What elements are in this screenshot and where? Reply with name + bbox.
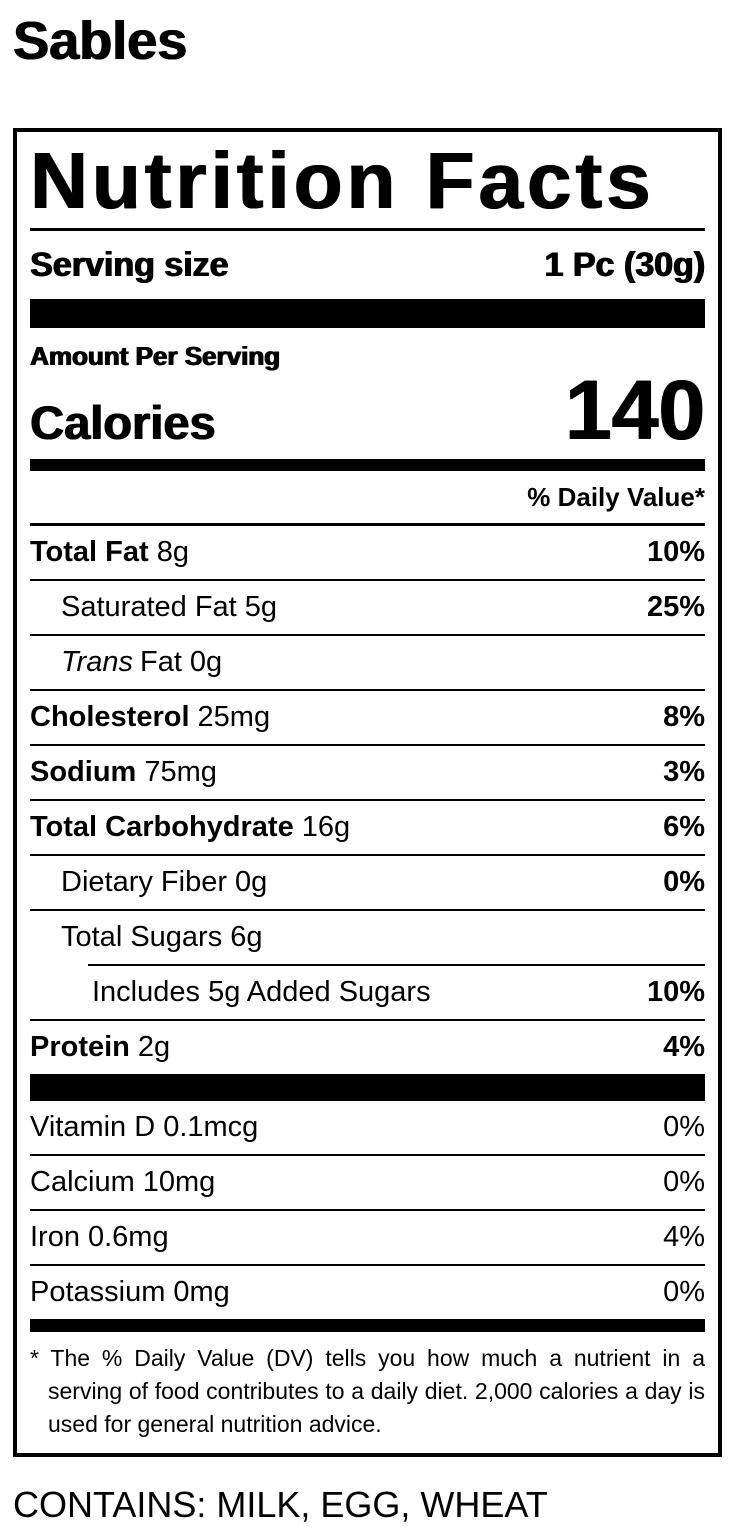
nutrient-daily-value: 0% bbox=[663, 1276, 705, 1308]
serving-size-value: 1 Pc (30g) bbox=[544, 246, 705, 284]
nutrient-name: Total Sugars bbox=[61, 921, 223, 953]
nutrient-daily-value: 6% bbox=[663, 811, 705, 843]
daily-value-footnote: * The % Daily Value (DV) tells you how m… bbox=[30, 1345, 705, 1437]
separator-bar-medium bbox=[30, 1319, 705, 1332]
nutrient-daily-value: 0% bbox=[663, 1111, 705, 1143]
calories-row: Calories 140 bbox=[30, 363, 705, 457]
separator-bar-medium bbox=[30, 459, 705, 471]
nutrient-daily-value: 0% bbox=[663, 866, 705, 898]
nutrient-name: Protein bbox=[30, 1031, 130, 1063]
nutrient-amount: 6g bbox=[230, 921, 263, 953]
nutrient-name: Fat bbox=[139, 646, 182, 678]
nutrient-daily-value: 4% bbox=[663, 1221, 705, 1253]
nutrient-amount: 5g bbox=[244, 591, 277, 623]
nutrient-name: Total Carbohydrate bbox=[30, 811, 294, 843]
nutrient-daily-value: 25% bbox=[646, 591, 705, 623]
nutrient-name: Vitamin D bbox=[30, 1111, 156, 1143]
nutrient-daily-value: 8% bbox=[663, 701, 705, 733]
nutrient-row-trans-fat: Trans Fat 0g bbox=[30, 634, 705, 689]
daily-value-header: % Daily Value* bbox=[30, 471, 705, 526]
nutrient-name: Sodium bbox=[30, 756, 137, 788]
calories-label: Calories bbox=[30, 396, 216, 449]
nutrient-daily-value: 0% bbox=[663, 1166, 705, 1198]
nutrient-amount: 75mg bbox=[144, 756, 217, 788]
nutrient-name: Total Fat bbox=[30, 536, 149, 568]
nutrient-row-saturated-fat: Saturated Fat 5g 25% bbox=[30, 579, 705, 634]
nutrient-amount: 0g bbox=[189, 646, 223, 678]
nutrient-amount: 2g bbox=[137, 1031, 171, 1063]
separator-bar-thick bbox=[30, 299, 705, 328]
nutrient-amount: 0.1mcg bbox=[163, 1111, 259, 1143]
nutrition-facts-heading: Nutrition Facts bbox=[30, 132, 705, 231]
micronutrient-row-potassium: Potassium 0mg 0% bbox=[30, 1264, 705, 1319]
nutrient-row-cholesterol: Cholesterol 25mg 8% bbox=[30, 689, 705, 744]
nutrient-daily-value: 10% bbox=[646, 976, 705, 1008]
nutrient-daily-value: 4% bbox=[663, 1031, 705, 1063]
nutrition-facts-label: Nutrition Facts Serving size 1 Pc (30g) … bbox=[13, 128, 722, 1457]
serving-size-row: Serving size 1 Pc (30g) bbox=[30, 231, 705, 299]
nutrient-name: Includes 5g Added Sugars bbox=[92, 976, 431, 1008]
nutrient-name-italic: Trans bbox=[61, 646, 133, 678]
separator-bar-thick bbox=[30, 1074, 705, 1101]
nutrient-amount: 16g bbox=[301, 811, 351, 843]
micronutrient-row-iron: Iron 0.6mg 4% bbox=[30, 1209, 705, 1264]
nutrient-amount: 0.6mg bbox=[87, 1221, 169, 1253]
nutrient-row-total-carbohydrate: Total Carbohydrate 16g 6% bbox=[30, 799, 705, 854]
nutrient-name: Calcium bbox=[30, 1166, 135, 1198]
nutrient-row-added-sugars: Includes 5g Added Sugars 10% bbox=[88, 964, 705, 1019]
nutrient-daily-value: 3% bbox=[663, 756, 705, 788]
nutrient-name: Potassium bbox=[30, 1276, 166, 1308]
nutrient-name: Iron bbox=[30, 1221, 80, 1253]
calories-value: 140 bbox=[564, 363, 705, 457]
nutrient-row-dietary-fiber: Dietary Fiber 0g 0% bbox=[30, 854, 705, 909]
allergen-statement: CONTAINS: MILK, EGG, WHEAT bbox=[13, 1484, 548, 1525]
nutrient-amount: 0mg bbox=[173, 1276, 230, 1308]
nutrient-amount: 10mg bbox=[142, 1166, 216, 1198]
nutrient-row-sodium: Sodium 75mg 3% bbox=[30, 744, 705, 799]
amount-per-serving-label: Amount Per Serving bbox=[30, 341, 280, 371]
micronutrient-row-vitamin-d: Vitamin D 0.1mcg 0% bbox=[30, 1101, 705, 1154]
nutrient-amount: 25mg bbox=[197, 701, 271, 733]
nutrient-name: Cholesterol bbox=[30, 701, 190, 733]
nutrient-amount: 8g bbox=[156, 536, 189, 568]
nutrient-name: Saturated Fat bbox=[61, 591, 237, 623]
nutrient-row-total-fat: Total Fat 8g 10% bbox=[30, 526, 705, 579]
nutrient-row-total-sugars: Total Sugars 6g bbox=[30, 909, 705, 964]
nutrient-amount: 0g bbox=[235, 866, 268, 898]
nutrient-name: Dietary Fiber bbox=[61, 866, 227, 898]
nutrient-daily-value: 10% bbox=[646, 536, 705, 568]
product-title: Sables bbox=[13, 11, 188, 71]
serving-size-label: Serving size bbox=[30, 246, 229, 284]
micronutrient-row-calcium: Calcium 10mg 0% bbox=[30, 1154, 705, 1209]
nutrient-row-protein: Protein 2g 4% bbox=[30, 1019, 705, 1074]
